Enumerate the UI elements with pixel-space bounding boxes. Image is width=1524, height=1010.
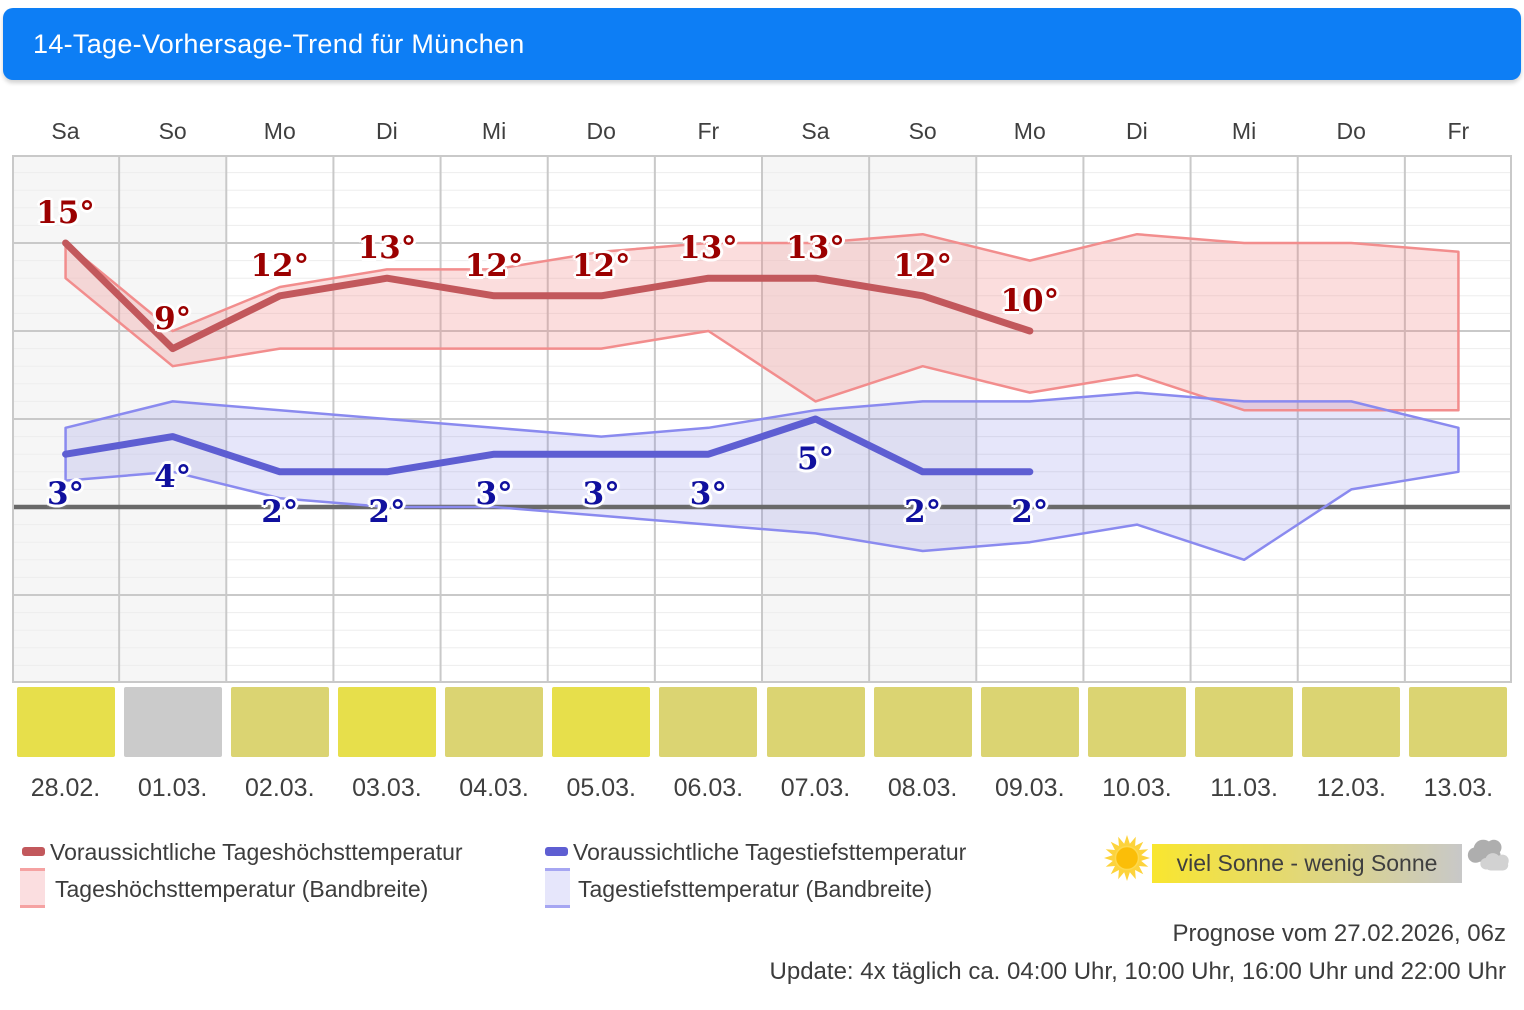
temp-low-label: 4° xyxy=(154,458,192,495)
temp-low-label: 3° xyxy=(582,476,620,513)
sun-amount-square xyxy=(1087,687,1187,757)
legend-low-band-label: Tagestiefsttemperatur (Bandbreite) xyxy=(578,876,933,902)
temp-high-label: 13° xyxy=(357,230,417,267)
sun-amount-square xyxy=(980,687,1079,757)
high-band-swatch xyxy=(20,868,45,908)
sun-amount-square xyxy=(16,687,115,757)
high-band-edge xyxy=(64,232,1460,412)
temp-high-label: 10° xyxy=(1000,283,1060,319)
low-band xyxy=(65,392,1459,560)
day-label: Fr xyxy=(1447,118,1470,144)
date-label: 10.03. xyxy=(1102,774,1172,802)
temp-low-label: 3° xyxy=(46,476,85,513)
date-label: 05.03. xyxy=(566,774,636,802)
day-label: Mi xyxy=(481,118,507,144)
sun-scale-label: viel Sonne - wenig Sonne xyxy=(1176,850,1438,876)
day-label: Sa xyxy=(51,118,80,144)
date-label: 07.03. xyxy=(780,774,851,802)
temp-low-label: 2° xyxy=(1011,493,1049,530)
day-label: Fr xyxy=(697,118,720,144)
low-line xyxy=(62,415,1034,476)
sun-amount-square xyxy=(445,687,544,757)
temp-high-label: 9° xyxy=(154,300,192,337)
legend-low-line-label: Voraussichtliche Tagestiefsttemperatur xyxy=(573,839,967,865)
temp-high-label: 13° xyxy=(786,230,845,267)
day-label: Mo xyxy=(263,118,296,144)
low-line-swatch xyxy=(545,847,568,856)
temp-high-label: 12° xyxy=(893,247,952,284)
date-label: 28.02. xyxy=(30,774,101,802)
temp-high-label: 12° xyxy=(464,247,524,284)
temp-high-label: 12° xyxy=(571,247,631,284)
date-label: 11.03. xyxy=(1210,774,1278,802)
sun-amount-square xyxy=(873,687,972,757)
low-band-swatch xyxy=(545,868,570,908)
temp-low-label: 2° xyxy=(261,493,299,530)
temp-high-label: 12° xyxy=(250,247,310,284)
update-schedule-text: Update: 4x täglich ca. 04:00 Uhr, 10:00 … xyxy=(769,958,1506,985)
date-label: 12.03. xyxy=(1316,774,1386,802)
forecast-chart-canvas xyxy=(12,155,1512,683)
day-label: Di xyxy=(1126,118,1148,144)
sun-amount-square xyxy=(1302,687,1401,757)
temp-low-label: 3° xyxy=(475,476,513,513)
temp-low-label: 2° xyxy=(368,493,406,530)
sun-amount-square xyxy=(337,687,437,757)
day-label: Do xyxy=(586,118,616,144)
forecast-chart: 15° 9° 12° 13° 12° 12° 13° 13° 12° 10° 3° 4° 2° 2° 3° 3… xyxy=(12,155,1512,683)
sun-scale-bar: viel Sonne - wenig Sonne xyxy=(1152,844,1462,883)
sun-amount-square xyxy=(1409,687,1508,757)
legend-high-line-label: Voraussichtliche Tageshöchsttemperatur xyxy=(50,839,463,865)
sun-amount-square xyxy=(552,687,651,757)
day-label: Di xyxy=(376,118,398,144)
page-title: 14-Tage-Vorhersage-Trend für München xyxy=(33,28,525,59)
temp-high-label: 15° xyxy=(36,195,95,231)
day-label: Mi xyxy=(1231,118,1257,144)
date-label: 03.03. xyxy=(352,774,422,802)
date-label: 04.03. xyxy=(459,774,529,802)
temp-low-label: 5° xyxy=(796,441,835,477)
title-bar: 14-Tage-Vorhersage-Trend für München xyxy=(3,8,1521,80)
sun-amount-square xyxy=(230,687,329,757)
date-label: 01.03. xyxy=(137,774,208,802)
sun-amount-square xyxy=(766,687,865,757)
sun-amount-square xyxy=(659,687,758,757)
day-label: Sa xyxy=(801,118,830,144)
sun-icon xyxy=(1104,835,1150,881)
date-label: 13.03. xyxy=(1423,774,1494,802)
legend-high-band-label: Tageshöchsttemperatur (Bandbreite) xyxy=(55,876,429,902)
forecast-issued-text: Prognose vom 27.02.2026, 06z xyxy=(1172,920,1506,947)
day-label: Mo xyxy=(1013,118,1046,144)
day-label: Do xyxy=(1336,118,1366,144)
high-line xyxy=(62,239,1034,353)
cloud-icon xyxy=(1467,839,1509,871)
sun-amount-square xyxy=(123,687,222,757)
sun-amount-square xyxy=(1195,687,1294,757)
day-label: So xyxy=(908,118,937,144)
temp-high-label: 13° xyxy=(679,230,738,267)
temp-low-label: 2° xyxy=(904,493,942,530)
temp-low-label: 3° xyxy=(689,476,727,513)
low-band-edge xyxy=(64,391,1460,562)
date-label: 06.03. xyxy=(673,774,744,802)
date-label: 08.03. xyxy=(887,774,958,802)
date-label: 09.03. xyxy=(995,774,1065,802)
day-label: So xyxy=(158,118,187,144)
date-label: 02.03. xyxy=(245,774,315,802)
high-line-swatch xyxy=(22,847,45,856)
high-band xyxy=(65,234,1459,411)
chart-border xyxy=(12,155,1512,683)
